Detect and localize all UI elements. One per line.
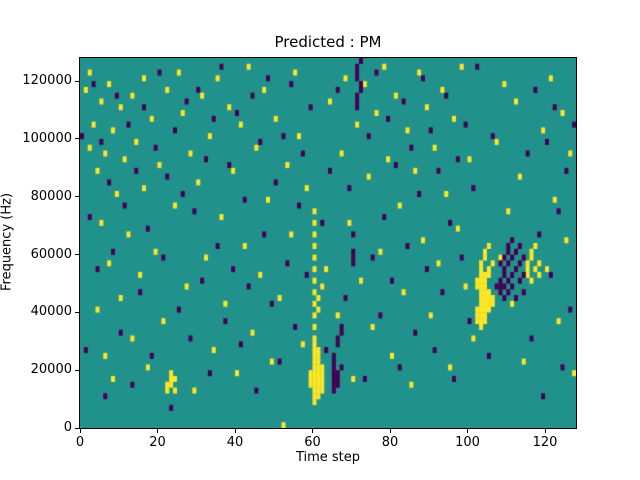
x-tick-label: 60	[304, 435, 321, 450]
y-tick-mark	[75, 311, 79, 313]
x-tick-mark	[467, 429, 468, 433]
x-tick-label: 0	[75, 435, 85, 450]
y-tick-mark	[75, 254, 79, 256]
y-tick-label: 40000	[30, 304, 72, 320]
y-tick-mark	[75, 196, 79, 198]
x-tick-label: 100	[455, 435, 480, 450]
x-tick-mark	[312, 429, 313, 433]
x-tick-mark	[389, 429, 391, 433]
y-tick-mark	[75, 427, 79, 429]
x-tick-mark	[234, 429, 236, 433]
x-tick-mark	[79, 429, 81, 433]
x-tick-label: 20	[149, 435, 166, 450]
y-tick-mark	[75, 138, 79, 140]
y-tick-label: 100000	[22, 130, 72, 146]
y-tick-label: 20000	[30, 362, 72, 378]
x-tick-label: 40	[226, 435, 244, 450]
y-tick-label: 80000	[30, 188, 72, 204]
y-axis-label: Frequency (Hz)	[0, 192, 15, 292]
x-tick-mark	[544, 429, 546, 433]
y-tick-label: 60000	[30, 246, 72, 262]
heatmap-canvas	[80, 58, 576, 428]
plot-area	[79, 57, 577, 429]
x-tick-label: 120	[532, 435, 558, 450]
chart-title: Predicted : PM	[274, 33, 382, 51]
x-tick-label: 80	[381, 435, 399, 450]
x-axis-label: Time step	[295, 450, 361, 465]
x-tick-mark	[157, 429, 158, 433]
y-tick-mark	[75, 80, 79, 82]
y-tick-label: 0	[63, 420, 72, 435]
y-tick-mark	[75, 369, 79, 371]
y-tick-label: 120000	[22, 73, 72, 89]
